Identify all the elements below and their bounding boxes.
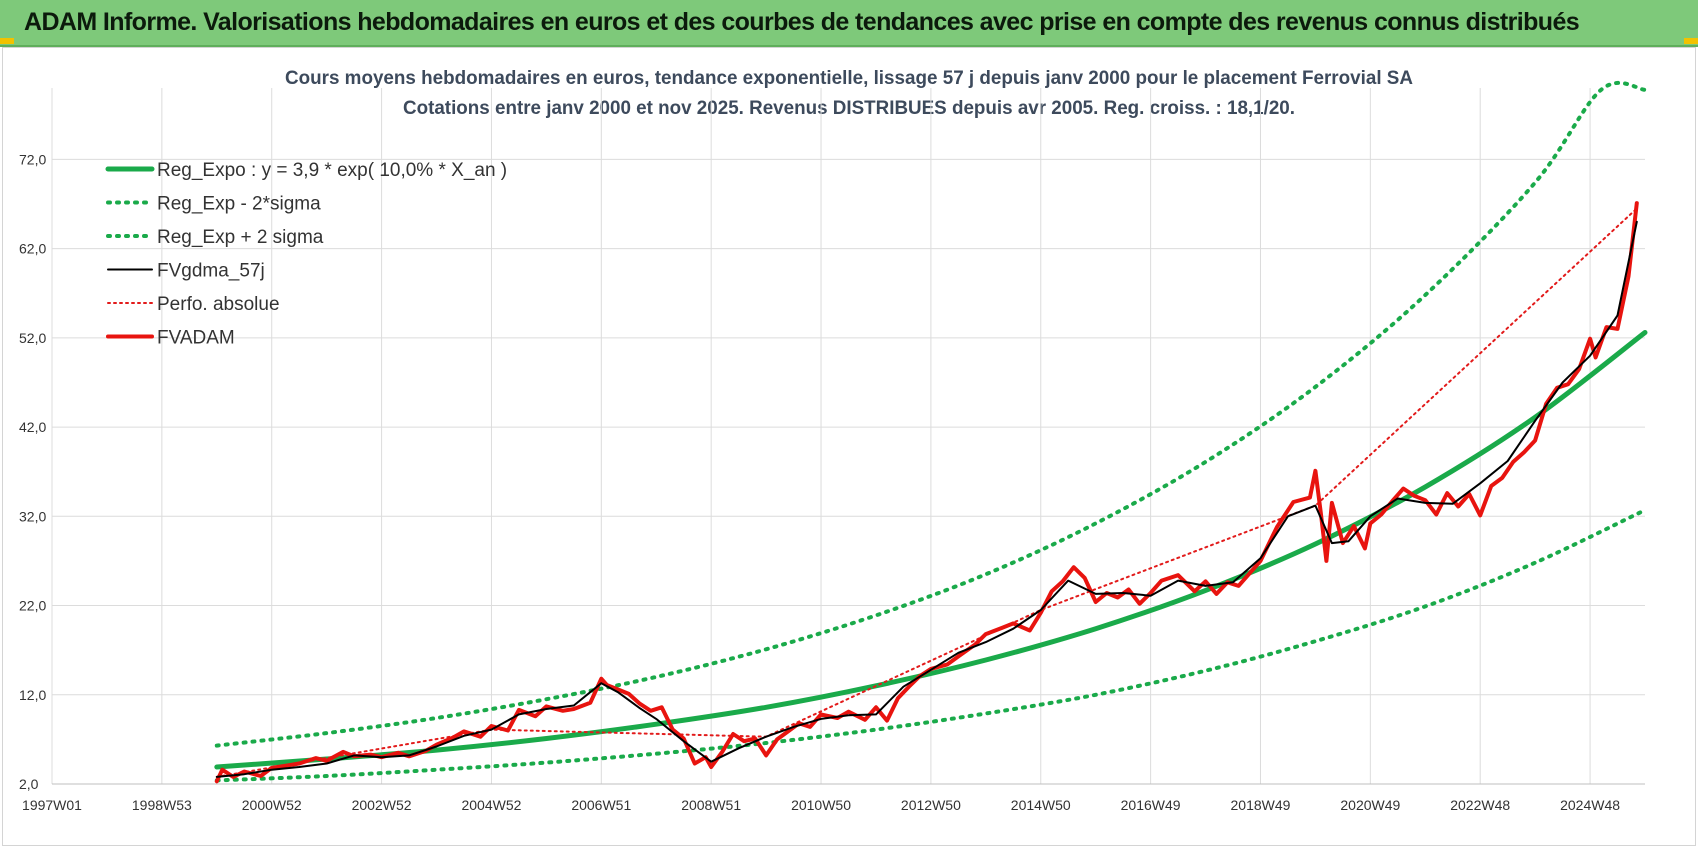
x-tick-label: 2012W50: [901, 797, 961, 813]
chart-frame: Cours moyens hebdomadaires en euros, ten…: [2, 47, 1696, 846]
y-tick-label: 2,0: [19, 776, 39, 792]
y-tick-label: 72,0: [19, 151, 46, 167]
x-tick-label: 2020W49: [1340, 797, 1400, 813]
y-tick-label: 22,0: [19, 598, 46, 614]
legend-label: Reg_Exp - 2*sigma: [157, 194, 321, 215]
x-tick-label: 1997W01: [22, 797, 82, 813]
x-tick-label: 2018W49: [1231, 797, 1291, 813]
x-tick-label: 2004W52: [461, 797, 521, 813]
x-tick-label: 2024W48: [1560, 797, 1620, 813]
title-banner: ADAM Informe. Valorisations hebdomadaire…: [0, 0, 1698, 47]
series-line-fvadam: [214, 201, 1639, 784]
corner-accent-right: [1684, 38, 1698, 44]
x-tick-label: 2022W48: [1450, 797, 1510, 813]
chart-series: [214, 80, 1648, 784]
series-line-reg-exp-minus-2sigma: [214, 508, 1647, 783]
x-tick-label: 2008W51: [681, 797, 741, 813]
x-tick-label: 1998W53: [132, 797, 192, 813]
legend-label: Reg_Expo : y = 3,9 * exp( 10,0% * X_an ): [157, 160, 507, 181]
chart-legend: Reg_Expo : y = 3,9 * exp( 10,0% * X_an )…: [105, 160, 507, 349]
y-tick-label: 32,0: [19, 508, 46, 524]
corner-accent-left: [0, 38, 14, 44]
legend-label: FVgdma_57j: [157, 261, 265, 282]
x-tick-label: 2002W52: [352, 797, 412, 813]
legend-label: FVADAM: [157, 328, 235, 349]
x-tick-label: 2000W52: [242, 797, 302, 813]
series-line-fvgdma-57j: [215, 220, 1638, 778]
chart-axes: 2,0 12,0 22,0 32,0 42,0 52,0 62,0 72,0 1997W01 19…: [19, 151, 1645, 813]
legend-label: Reg_Exp + 2 sigma: [157, 227, 324, 248]
y-tick-label: 62,0: [19, 241, 46, 257]
x-tick-label: 2016W49: [1121, 797, 1181, 813]
chart-subtitle: Cotations entre janv 2000 et nov 2025. R…: [403, 98, 1295, 119]
chart-title: Cours moyens hebdomadaires en euros, ten…: [285, 68, 1413, 89]
banner-title: ADAM Informe. Valorisations hebdomadaire…: [24, 8, 1580, 36]
y-tick-label: 12,0: [19, 687, 46, 703]
series-line-reg-exp-plus-2sigma: [214, 80, 1647, 748]
x-tick-label: 2006W51: [571, 797, 631, 813]
x-tick-label: 2010W50: [791, 797, 851, 813]
y-tick-label: 42,0: [19, 419, 46, 435]
chart-gridlines: [51, 88, 1645, 785]
legend-label: Perfo. absolue: [157, 294, 280, 315]
series-line-perfo-absolue: [215, 207, 1638, 778]
series-line-reg-expo: [214, 330, 1648, 770]
x-tick-label: 2014W50: [1011, 797, 1071, 813]
line-chart: Cours moyens hebdomadaires en euros, ten…: [19, 68, 1648, 813]
y-tick-label: 52,0: [19, 330, 46, 346]
